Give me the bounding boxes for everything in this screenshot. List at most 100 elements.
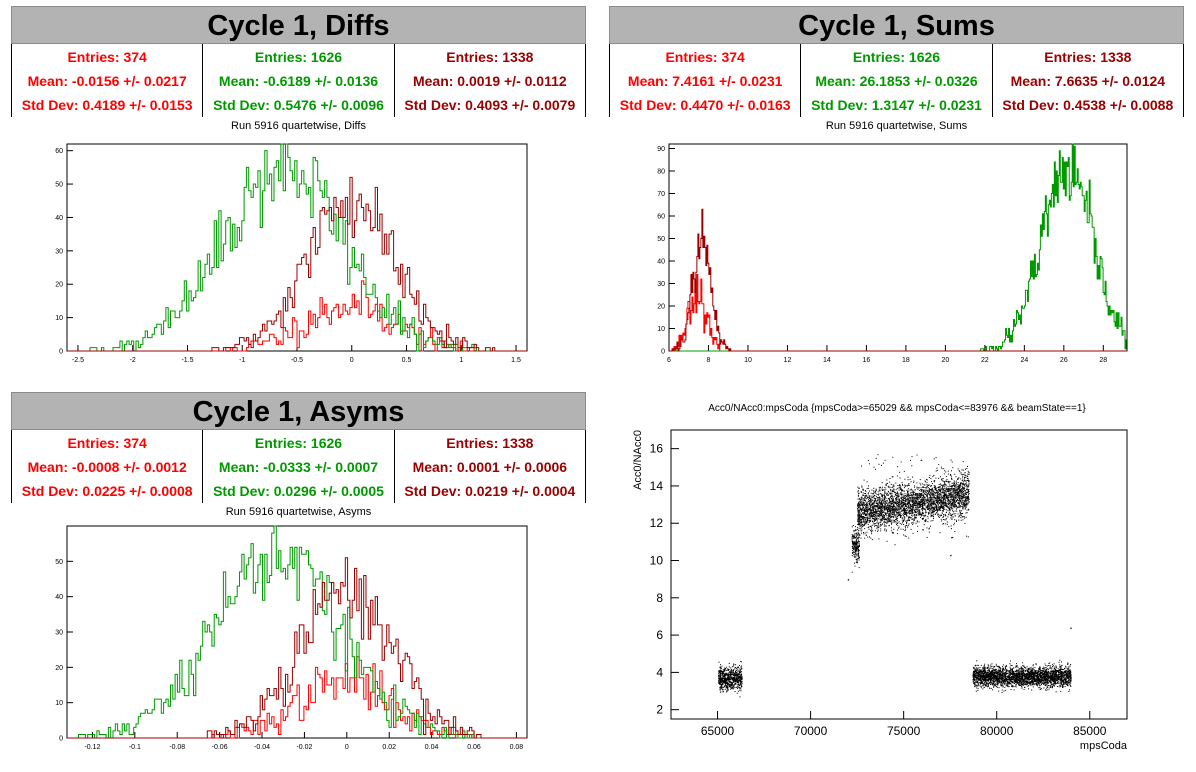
y-tick-label: 50 xyxy=(657,236,665,243)
stat-entries: Entries: 374 xyxy=(665,49,745,65)
y-tick-label: 40 xyxy=(55,215,63,222)
stat-box-darkred: Entries: 1338 Mean: 0.0019 +/- 0.0112 St… xyxy=(393,44,585,117)
stat-std: Std Dev: 0.4093 +/- 0.0079 xyxy=(404,97,576,113)
y-tick-label: 20 xyxy=(55,665,63,672)
stat-box-red: Entries: 374 Mean: -0.0156 +/- 0.0217 St… xyxy=(12,44,202,117)
x-tick-label: -2 xyxy=(130,357,136,364)
y-tick-label: 10 xyxy=(650,554,664,568)
diffs-histogram: -2.5 -2 -1.5 -1 -0.5 0 0.5 1 1.5 0 10 20 30 40 50 60 xyxy=(55,143,528,364)
y-tick-label: 50 xyxy=(55,559,63,566)
stat-box-green: Entries: 1626 Mean: -0.6189 +/- 0.0136 S… xyxy=(202,44,393,117)
x-tick-label: -0.02 xyxy=(296,744,312,751)
asyms-stats: Entries: 374 Mean: -0.0008 +/- 0.0012 St… xyxy=(11,430,586,503)
x-tick-label: 26 xyxy=(1060,357,1068,364)
stat-mean: Mean: 0.0001 +/- 0.0006 xyxy=(412,459,568,475)
x-tick-label: 20 xyxy=(941,357,949,364)
x-axis-label: mpsCoda xyxy=(1080,740,1128,752)
histogram-series-green xyxy=(669,143,1127,352)
histogram-series-darkred xyxy=(669,208,1127,352)
y-axis-label: Acc0/NAcc0 xyxy=(632,430,644,490)
stat-std: Std Dev: 1.3147 +/- 0.0231 xyxy=(811,97,982,113)
y-tick-label: 14 xyxy=(650,479,664,493)
sums-stats: Entries: 374 Mean: 7.4161 +/- 0.0231 Std… xyxy=(609,44,1184,117)
x-tick-label: 70000 xyxy=(794,724,828,738)
y-tick-label: 8 xyxy=(656,591,663,605)
asyms-title: Cycle 1, Asyms xyxy=(11,392,586,430)
y-tick-label: 0 xyxy=(661,349,665,356)
x-tick-label: 14 xyxy=(823,357,831,364)
x-tick-label: 65000 xyxy=(701,724,735,738)
stat-mean: Mean: 7.4161 +/- 0.0231 xyxy=(627,73,783,89)
x-tick-label: 80000 xyxy=(980,724,1014,738)
y-tick-label: 20 xyxy=(55,282,63,289)
stat-std: Std Dev: 0.4538 +/- 0.0088 xyxy=(1002,97,1174,113)
y-tick-label: 60 xyxy=(55,148,63,155)
y-tick-label: 30 xyxy=(55,630,63,637)
stat-mean: Mean: 26.1853 +/- 0.0326 xyxy=(815,73,978,89)
x-tick-label: 0 xyxy=(350,357,354,364)
stat-entries: Entries: 374 xyxy=(67,49,147,65)
histogram-series-green xyxy=(67,143,527,352)
asyms-panel: Cycle 1, Asyms Entries: 374 Mean: -0.000… xyxy=(0,386,596,772)
stat-mean: Mean: -0.6189 +/- 0.0136 xyxy=(218,73,379,89)
x-tick-label: -0.08 xyxy=(169,744,185,751)
stat-std: Std Dev: 0.0225 +/- 0.0008 xyxy=(21,483,193,499)
diffs-stats: Entries: 374 Mean: -0.0156 +/- 0.0217 St… xyxy=(11,44,586,117)
y-tick-label: 90 xyxy=(657,146,665,153)
x-tick-label: -2.5 xyxy=(72,357,84,364)
stat-entries: Entries: 374 xyxy=(67,435,147,451)
y-tick-label: 10 xyxy=(657,326,665,333)
x-tick-label: -1 xyxy=(239,357,245,364)
x-tick-label: 0.04 xyxy=(425,744,439,751)
x-tick-label: 0.5 xyxy=(402,357,412,364)
stat-box-green: Entries: 1626 Mean: -0.0333 +/- 0.0007 S… xyxy=(202,430,393,503)
y-tick-label: 30 xyxy=(55,248,63,255)
scatter-plot: 65000 70000 75000 80000 85000 2 4 6 8 10 12 14 16 mps… xyxy=(632,429,1128,752)
asyms-histogram: -0.12 -0.1 -0.08 -0.06 -0.04 -0.02 0 0.02 0.04 0.… xyxy=(55,525,528,751)
y-tick-label: 10 xyxy=(55,315,63,322)
histogram-series-darkred xyxy=(67,557,527,739)
stat-entries: Entries: 1626 xyxy=(254,49,343,65)
stat-box-green: Entries: 1626 Mean: 26.1853 +/- 0.0326 S… xyxy=(800,44,991,117)
x-tick-label: -0.12 xyxy=(84,744,100,751)
stat-std: Std Dev: 0.0296 +/- 0.0005 xyxy=(213,483,384,499)
stat-entries: Entries: 1338 xyxy=(1044,49,1132,65)
y-tick-label: 6 xyxy=(656,628,663,642)
y-tick-label: 0 xyxy=(59,736,63,743)
x-tick-label: -0.04 xyxy=(254,744,270,751)
y-tick-label: 2 xyxy=(656,703,663,717)
y-tick-label: 12 xyxy=(650,516,664,530)
y-tick-label: 30 xyxy=(657,281,665,288)
histogram-series-red xyxy=(669,274,1127,352)
x-tick-label: 22 xyxy=(981,357,989,364)
y-tick-label: 60 xyxy=(657,214,665,221)
x-tick-label: -0.06 xyxy=(212,744,228,751)
x-tick-label: 18 xyxy=(902,357,910,364)
x-tick-label: 28 xyxy=(1099,357,1107,364)
diffs-panel: Cycle 1, Diffs Entries: 374 Mean: -0.015… xyxy=(0,0,596,380)
stat-box-red: Entries: 374 Mean: -0.0008 +/- 0.0012 St… xyxy=(12,430,202,503)
y-tick-label: 50 xyxy=(55,182,63,189)
stat-entries: Entries: 1338 xyxy=(446,435,534,451)
x-tick-label: 10 xyxy=(744,357,752,364)
x-tick-label: 75000 xyxy=(887,724,921,738)
x-tick-label: 0.08 xyxy=(510,744,524,751)
asyms-run-label: Run 5916 quartetwise, Asyms xyxy=(225,506,372,518)
y-tick-label: 20 xyxy=(657,304,665,311)
x-tick-label: 24 xyxy=(1020,357,1028,364)
x-tick-label: 6 xyxy=(667,357,671,364)
diffs-run-label: Run 5916 quartetwise, Diffs xyxy=(231,120,366,132)
x-tick-label: -0.5 xyxy=(291,357,303,364)
y-tick-label: 70 xyxy=(657,191,665,198)
y-tick-label: 40 xyxy=(657,259,665,266)
sums-run-label: Run 5916 quartetwise, Sums xyxy=(825,120,968,132)
histogram-series-green xyxy=(67,525,527,739)
scatter-panel: Acc0/NAcc0:mpsCoda {mpsCoda>=65029 && mp… xyxy=(598,386,1196,772)
x-tick-label: 8 xyxy=(707,357,711,364)
y-tick-label: 10 xyxy=(55,700,63,707)
x-tick-label: 16 xyxy=(863,357,871,364)
stat-entries: Entries: 1626 xyxy=(254,435,343,451)
histogram-series-darkred xyxy=(67,176,527,352)
diffs-title: Cycle 1, Diffs xyxy=(11,6,586,44)
stat-entries: Entries: 1626 xyxy=(852,49,941,65)
